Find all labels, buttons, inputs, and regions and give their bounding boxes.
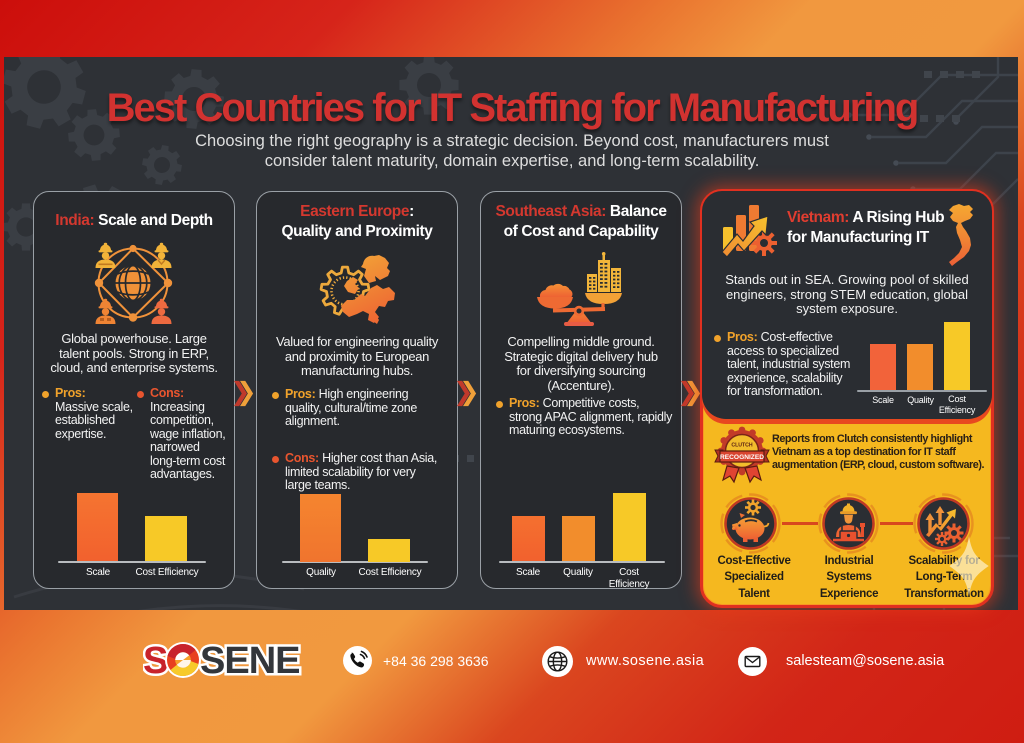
svg-text:RECOGNIZED: RECOGNIZED <box>720 454 764 461</box>
svg-text:S: S <box>143 640 167 682</box>
svg-text:SENE: SENE <box>200 640 299 682</box>
svg-text:CLUTCH: CLUTCH <box>731 443 753 449</box>
